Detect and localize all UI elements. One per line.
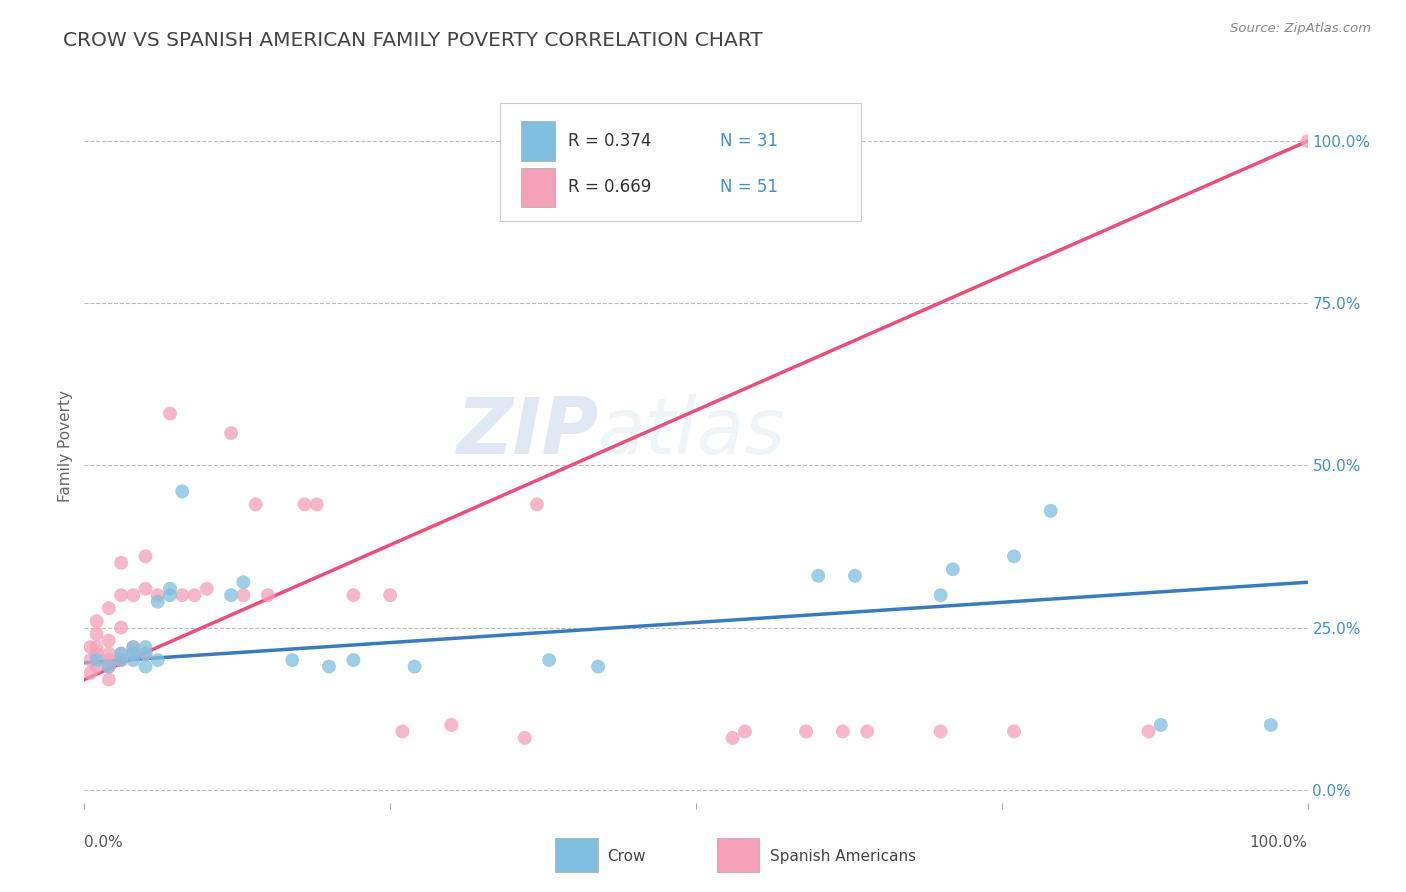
Point: [257, 588, 280, 602]
Point: [807, 568, 830, 582]
Point: [183, 588, 205, 602]
Point: [146, 653, 169, 667]
Point: [342, 588, 364, 602]
Point: [831, 724, 853, 739]
Point: [1002, 549, 1025, 564]
Point: [110, 556, 132, 570]
Point: [159, 407, 181, 421]
Point: [122, 588, 145, 602]
Point: [172, 484, 194, 499]
Text: 0.0%: 0.0%: [84, 835, 124, 850]
Point: [721, 731, 744, 745]
Point: [929, 724, 952, 739]
Point: [135, 647, 157, 661]
Point: [110, 653, 132, 667]
Point: [159, 588, 181, 602]
Point: [159, 582, 181, 596]
Text: Source: ZipAtlas.com: Source: ZipAtlas.com: [1230, 22, 1371, 36]
Point: [135, 659, 157, 673]
Point: [294, 497, 316, 511]
Point: [513, 731, 536, 745]
Text: ZIP: ZIP: [456, 393, 598, 470]
Point: [404, 659, 426, 673]
Point: [146, 588, 169, 602]
Point: [318, 659, 340, 673]
Point: [79, 640, 101, 654]
Point: [440, 718, 463, 732]
FancyBboxPatch shape: [501, 103, 860, 221]
Point: [86, 659, 108, 673]
Point: [79, 653, 101, 667]
Point: [110, 588, 132, 602]
Point: [172, 588, 194, 602]
Point: [794, 724, 817, 739]
Point: [844, 568, 866, 582]
Point: [110, 653, 132, 667]
Text: 100.0%: 100.0%: [1250, 835, 1308, 850]
Point: [135, 640, 157, 654]
Point: [245, 497, 267, 511]
Point: [135, 582, 157, 596]
Text: atlas: atlas: [598, 393, 786, 470]
Point: [1039, 504, 1062, 518]
Text: N = 31: N = 31: [720, 132, 779, 150]
Point: [79, 666, 101, 681]
Text: Crow: Crow: [607, 849, 645, 863]
Point: [122, 640, 145, 654]
Point: [97, 647, 120, 661]
Point: [1002, 724, 1025, 739]
Point: [135, 647, 157, 661]
Point: [342, 653, 364, 667]
Point: [1260, 718, 1282, 732]
Point: [391, 724, 413, 739]
Point: [97, 653, 120, 667]
Point: [122, 640, 145, 654]
Point: [110, 621, 132, 635]
FancyBboxPatch shape: [522, 168, 555, 207]
Point: [734, 724, 756, 739]
Point: [586, 659, 609, 673]
Point: [219, 425, 242, 440]
Point: [232, 575, 254, 590]
Point: [110, 647, 132, 661]
Point: [305, 497, 328, 511]
Text: R = 0.374: R = 0.374: [568, 132, 651, 150]
Text: N = 51: N = 51: [720, 178, 779, 196]
Point: [97, 673, 120, 687]
Point: [146, 595, 169, 609]
Point: [380, 588, 402, 602]
Point: [122, 647, 145, 661]
Point: [195, 582, 218, 596]
Point: [135, 549, 157, 564]
Point: [122, 653, 145, 667]
Text: Spanish Americans: Spanish Americans: [770, 849, 917, 863]
Text: CROW VS SPANISH AMERICAN FAMILY POVERTY CORRELATION CHART: CROW VS SPANISH AMERICAN FAMILY POVERTY …: [63, 31, 763, 50]
Point: [86, 647, 108, 661]
Point: [122, 647, 145, 661]
Text: R = 0.669: R = 0.669: [568, 178, 651, 196]
Y-axis label: Family Poverty: Family Poverty: [58, 390, 73, 502]
Point: [929, 588, 952, 602]
Point: [856, 724, 879, 739]
Point: [538, 653, 561, 667]
Point: [1137, 724, 1160, 739]
Point: [1150, 718, 1173, 732]
Point: [97, 659, 120, 673]
Point: [526, 497, 548, 511]
Point: [97, 601, 120, 615]
Point: [86, 653, 108, 667]
Point: [86, 614, 108, 628]
Point: [97, 633, 120, 648]
Point: [281, 653, 304, 667]
Point: [86, 627, 108, 641]
Point: [1296, 134, 1319, 148]
Point: [232, 588, 254, 602]
Point: [110, 647, 132, 661]
Point: [97, 659, 120, 673]
FancyBboxPatch shape: [522, 121, 555, 161]
Point: [942, 562, 965, 576]
Point: [219, 588, 242, 602]
Point: [86, 640, 108, 654]
